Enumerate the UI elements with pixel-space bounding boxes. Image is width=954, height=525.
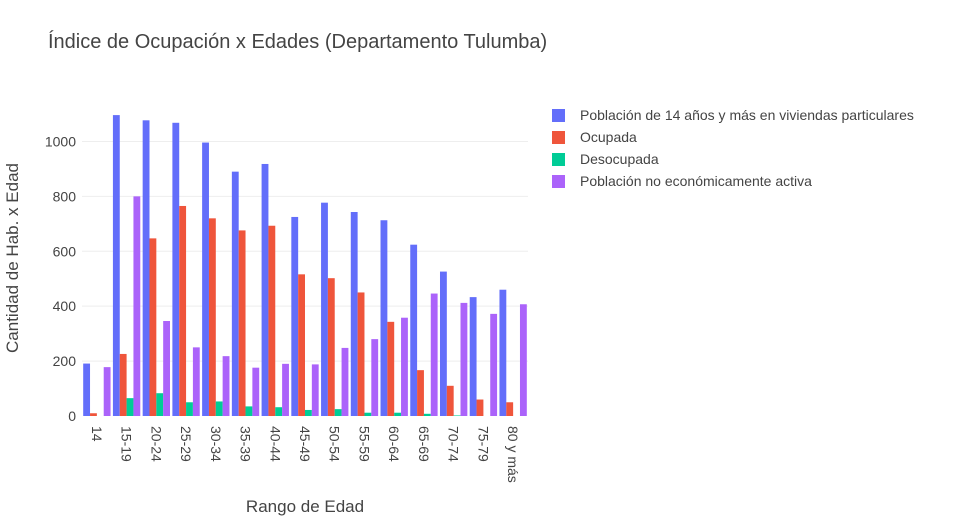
legend-swatch: [552, 174, 565, 188]
x-tick-label: 20-24: [148, 426, 164, 462]
x-tick-label: 40-44: [267, 426, 283, 462]
bar: [401, 317, 408, 416]
x-tick-label: 30-34: [208, 426, 224, 462]
bar: [119, 353, 127, 416]
bar: [321, 202, 328, 416]
bar: [394, 412, 402, 416]
y-tick-label: 800: [53, 188, 77, 204]
bar: [112, 115, 120, 416]
bar: [156, 393, 164, 416]
bar: [149, 238, 157, 416]
x-tick-label: 14: [89, 426, 105, 442]
bar: [305, 409, 312, 416]
legend-swatch: [552, 152, 565, 166]
bar: [423, 413, 431, 416]
bar: [387, 321, 395, 416]
bar: [476, 399, 484, 416]
bar: [364, 412, 372, 416]
y-axis-title: Cantidad de Hab. x Edad: [3, 163, 22, 353]
legend-label: Población de 14 años y más en viviendas …: [580, 107, 914, 123]
bar: [215, 401, 223, 416]
bar: [371, 339, 379, 416]
bar: [430, 293, 438, 416]
bar: [327, 278, 335, 416]
bar: [519, 304, 527, 416]
bar: [261, 163, 269, 416]
bar: [163, 321, 171, 416]
y-tick-label: 200: [53, 353, 77, 369]
legend-label: Ocupada: [580, 129, 637, 145]
bar: [298, 274, 305, 416]
x-axis-ticks: 14 15-19 20-24 25-29 30-34 35-39 40-44 45-49 50-…: [89, 426, 521, 483]
bar: [83, 363, 91, 416]
bar: [192, 347, 200, 416]
bar: [350, 212, 358, 416]
legend: Población de 14 años y más en viviendas …: [552, 104, 914, 192]
y-tick-label: 1000: [45, 133, 76, 149]
x-tick-label: 25-29: [178, 426, 194, 462]
bar: [490, 313, 498, 416]
bar: [460, 302, 468, 416]
bar: [179, 205, 187, 416]
bar: [417, 370, 424, 416]
bar: [202, 142, 209, 417]
chart-title: Índice de Ocupación x Edades (Departamen…: [48, 31, 548, 53]
x-tick-label: 15-19: [119, 426, 135, 462]
bar: [380, 220, 388, 416]
bar: [439, 271, 447, 416]
bar: [142, 120, 150, 416]
bar: [311, 364, 319, 416]
bar: [334, 409, 342, 416]
legend-label: Desocupada: [580, 151, 659, 167]
bar: [238, 230, 246, 416]
bar: [410, 244, 418, 416]
bar: [245, 406, 253, 416]
bar: [506, 402, 514, 416]
x-tick-label: 35-39: [238, 426, 254, 462]
bar: [291, 216, 299, 416]
bar: [469, 297, 477, 416]
bar: [186, 402, 193, 416]
legend-label: Población no económicamente activa: [580, 173, 812, 189]
y-tick-label: 0: [68, 408, 76, 424]
legend-item[interactable]: Ocupada: [552, 126, 914, 148]
bar: [172, 122, 180, 416]
x-axis-title: Rango de Edad: [245, 497, 365, 516]
bar: [357, 292, 365, 416]
bar: [208, 218, 216, 416]
bar: [341, 347, 349, 416]
bar: [252, 367, 260, 416]
bar: [446, 385, 454, 416]
x-tick-label: 70-74: [446, 426, 462, 462]
x-tick-label: 50-54: [327, 426, 343, 462]
x-tick-label: 55-59: [356, 426, 372, 462]
bar: [268, 225, 276, 416]
legend-item[interactable]: Desocupada: [552, 148, 914, 170]
legend-swatch: [552, 130, 565, 144]
legend-item[interactable]: Población de 14 años y más en viviendas …: [552, 104, 914, 126]
x-tick-label: 45-49: [297, 426, 313, 462]
bar: [133, 196, 141, 416]
x-tick-label: 80 y más: [505, 426, 521, 483]
legend-swatch: [552, 108, 565, 122]
x-tick-label: 75-79: [475, 426, 491, 462]
legend-item[interactable]: Población no económicamente activa: [552, 170, 914, 192]
bar: [103, 367, 111, 416]
bar: [222, 356, 230, 416]
bar: [499, 289, 507, 416]
bar: [453, 415, 461, 416]
bars: [83, 115, 527, 417]
bar: [282, 363, 289, 416]
bar: [275, 407, 283, 416]
bar: [231, 171, 239, 416]
y-axis-ticks: 0 200 400 600 800 1000: [45, 133, 76, 424]
bar: [90, 413, 97, 416]
x-tick-label: 60-64: [386, 426, 402, 462]
y-tick-label: 400: [53, 298, 77, 314]
x-tick-label: 65-69: [416, 426, 432, 462]
bar: [126, 398, 134, 416]
y-tick-label: 600: [53, 243, 77, 259]
